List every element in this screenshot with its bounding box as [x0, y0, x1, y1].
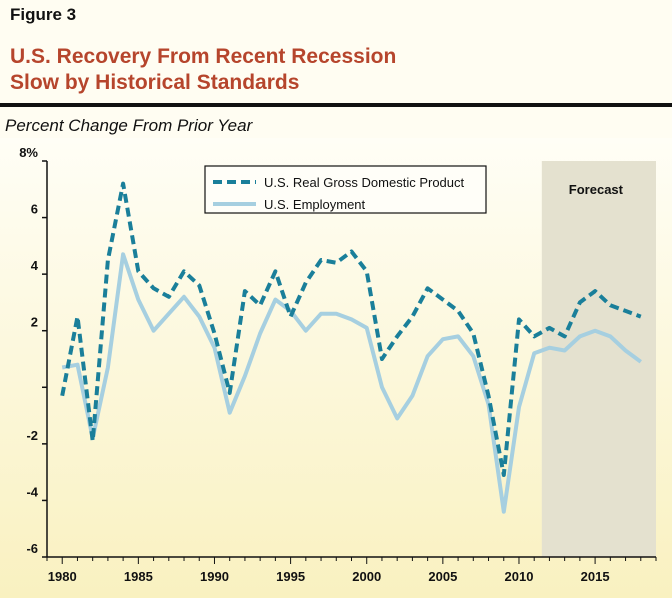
forecast-label: Forecast	[569, 182, 624, 197]
y-tick-label: 8%	[19, 145, 38, 160]
title-line-1: U.S. Recovery From Recent Recession	[10, 45, 397, 68]
y-tick-label: -2	[26, 428, 38, 443]
x-tick-label: 2015	[581, 569, 610, 584]
y-tick-label: 2	[31, 315, 38, 330]
y-axis-label: Percent Change From Prior Year	[5, 116, 253, 135]
chart-title: U.S. Recovery From Recent Recession Slow…	[10, 44, 396, 96]
title-line-2: Slow by Historical Standards	[10, 71, 300, 94]
y-tick-label: 6	[31, 202, 38, 217]
x-tick-label: 2005	[428, 569, 457, 584]
header-divider	[0, 103, 672, 107]
y-tick-label: -6	[26, 541, 38, 556]
y-tick-label: 4	[31, 258, 39, 273]
figure-label: Figure 3	[10, 5, 77, 24]
x-tick-label: 1990	[200, 569, 229, 584]
y-tick-label: -4	[26, 484, 38, 499]
x-tick-label: 1980	[48, 569, 77, 584]
x-tick-label: 2010	[505, 569, 534, 584]
gdp-series-line	[60, 181, 642, 477]
x-tick-label: 1985	[124, 569, 153, 584]
legend-employment-label: U.S. Employment	[264, 197, 366, 212]
legend-gdp-label: U.S. Real Gross Domestic Product	[264, 175, 465, 190]
header: Figure 3 U.S. Recovery From Recent Reces…	[0, 0, 672, 104]
x-tick-label: 2000	[352, 569, 381, 584]
x-tick-label: 1995	[276, 569, 305, 584]
